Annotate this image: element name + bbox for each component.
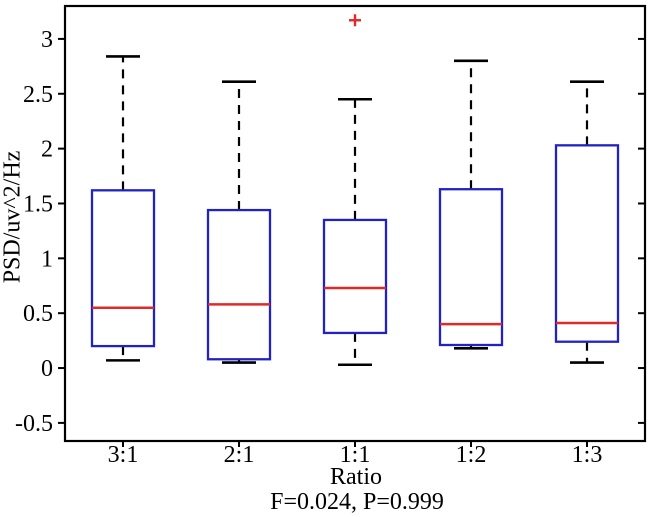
- y-tick-label: -0.5: [15, 411, 53, 437]
- stats-annotation: F=0.024, P=0.999: [270, 489, 444, 515]
- axes-box: [63, 4, 647, 443]
- y-tick-label: 1.5: [23, 191, 53, 217]
- box-1:3: [554, 144, 620, 343]
- y-tick-label: 0.5: [23, 301, 53, 327]
- y-tick-label: 2.5: [23, 82, 53, 108]
- x-axis-label: Ratio: [330, 464, 382, 490]
- box-2:1: [206, 208, 272, 361]
- box-1:1: [322, 218, 388, 335]
- y-axis-label: PSD/uv^2/Hz: [0, 150, 26, 284]
- box-3:1: [90, 189, 156, 348]
- x-tick-label-1:3: 1:3: [572, 442, 603, 468]
- y-tick-label: 0: [41, 356, 53, 382]
- x-tick-label-2:1: 2:1: [224, 442, 255, 468]
- y-tick-label: 1: [41, 246, 53, 272]
- x-tick-label-1:2: 1:2: [456, 442, 487, 468]
- box-1:2: [438, 188, 504, 347]
- y-tick-label: 3: [41, 27, 53, 53]
- x-tick-label-3:1: 3:1: [108, 442, 139, 468]
- x-tick-label-1:1: 1:1: [340, 442, 371, 468]
- y-tick-label: 2: [41, 137, 53, 163]
